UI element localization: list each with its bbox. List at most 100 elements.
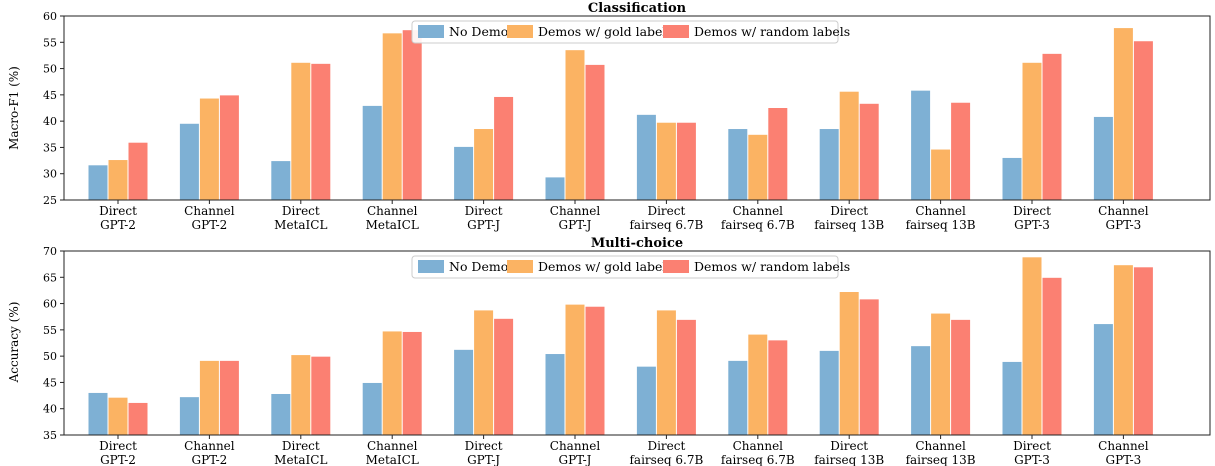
classification-x-tick-label: Direct MetaICL	[274, 204, 327, 232]
classification-bar-no-demos	[271, 161, 291, 200]
classification-bar-no-demos	[1093, 116, 1113, 200]
multichoice-bar-random-labels	[219, 360, 239, 435]
classification-bar-no-demos	[179, 123, 199, 200]
multichoice-x-tick-label: Channel GPT-3	[1098, 439, 1149, 466]
multichoice-plot-frame	[63, 250, 1211, 436]
classification-bar-gold-labels	[931, 149, 951, 200]
multichoice-bar-random-labels	[676, 319, 696, 435]
multichoice-y-tick-label: 70	[43, 245, 57, 258]
classification-bar-no-demos	[636, 114, 656, 200]
multichoice-x-tick-label: Channel MetaICL	[366, 439, 419, 466]
multichoice-bar-random-labels	[585, 306, 605, 435]
classification-bar-gold-labels	[565, 50, 585, 200]
legend-swatch-gold-labels	[507, 25, 533, 38]
classification-bar-random-labels	[1133, 41, 1153, 201]
legend-label-gold-labels: Demos w/ gold labels	[538, 24, 673, 39]
classification-bar-random-labels	[585, 64, 605, 201]
classification-y-tick-label: 25	[43, 194, 57, 207]
classification-bar-random-labels	[494, 96, 514, 200]
multichoice-bar-no-demos	[179, 397, 199, 435]
legend-label-no-demos: No Demos	[449, 259, 515, 274]
classification-bar-random-labels	[676, 122, 696, 200]
multichoice-bar-gold-labels	[474, 310, 494, 435]
multichoice-bar-random-labels	[859, 299, 879, 435]
multichoice-bar-gold-labels	[291, 355, 311, 435]
multichoice-bar-no-demos	[88, 392, 108, 435]
multichoice-bars	[88, 257, 1153, 435]
classification-bar-random-labels	[128, 142, 148, 200]
legend-label-gold-labels: Demos w/ gold labels	[538, 259, 673, 274]
multichoice-bar-gold-labels	[199, 360, 219, 435]
classification-bar-no-demos	[88, 165, 108, 200]
classification-bar-gold-labels	[199, 98, 219, 200]
multichoice-bar-gold-labels	[108, 397, 128, 435]
multichoice-legend: No Demos Demos w/ gold labels Demos w/ r…	[411, 255, 850, 279]
classification-bar-random-labels	[1042, 53, 1062, 201]
multichoice-bar-no-demos	[911, 346, 931, 435]
classification-x-tick-label: Channel MetaICL	[366, 204, 419, 232]
classification-x-tick-label: Channel GPT-2	[184, 204, 235, 232]
multichoice-bar-gold-labels	[656, 310, 676, 435]
multichoice-x-tick-label: Channel fairseq 13B	[906, 439, 976, 466]
classification-x-tick-label: Channel GPT-J	[550, 204, 601, 232]
classification-bar-gold-labels	[839, 91, 859, 200]
classification-panel: Classification Macro-F1 (%) 25 30 35 40 45 50…	[7, 1, 1211, 232]
multichoice-panel: Multi-choice Accuracy (%) 35 40 45 50 55 60 65…	[7, 236, 1211, 466]
legend-label-no-demos: No Demos	[449, 24, 515, 39]
classification-bar-gold-labels	[108, 160, 128, 200]
multichoice-x-tick-label: Channel fairseq 6.7B	[721, 439, 795, 466]
multichoice-bar-random-labels	[1133, 267, 1153, 435]
classification-title: Classification	[588, 1, 687, 16]
multichoice-y-tick-label: 35	[43, 429, 57, 442]
multichoice-bar-no-demos	[728, 360, 748, 435]
classification-y-ticks: 25 30 35 40 45 50 55 60	[43, 10, 64, 207]
classification-x-tick-label: Direct GPT-2	[99, 204, 137, 232]
classification-x-tick-label: Direct fairseq 13B	[814, 204, 884, 232]
classification-y-axis-label: Macro-F1 (%)	[7, 66, 21, 150]
multichoice-y-tick-label: 50	[43, 350, 57, 363]
classification-bar-random-labels	[402, 30, 422, 200]
classification-x-tick-label: Channel fairseq 6.7B	[721, 204, 795, 232]
multichoice-bar-no-demos	[271, 393, 291, 435]
classification-legend: No Demos Demos w/ gold labels Demos w/ r…	[411, 20, 850, 44]
classification-y-tick-label: 55	[43, 36, 57, 49]
classification-y-tick-label: 50	[43, 63, 57, 76]
multichoice-bar-random-labels	[311, 356, 331, 435]
multichoice-bar-random-labels	[494, 318, 514, 435]
multichoice-bar-random-labels	[402, 331, 422, 435]
classification-y-tick-label: 45	[43, 89, 57, 102]
multichoice-bar-no-demos	[1002, 361, 1022, 435]
multichoice-x-ticks: Direct GPT-2 Channel GPT-2 Direct MetaICL Chan…	[99, 435, 1149, 466]
multichoice-bar-no-demos	[454, 349, 474, 435]
classification-y-tick-label: 35	[43, 141, 57, 154]
multichoice-title: Multi-choice	[591, 236, 683, 251]
classification-bar-gold-labels	[748, 134, 768, 200]
multichoice-y-tick-label: 60	[43, 298, 57, 311]
multichoice-bar-no-demos	[545, 354, 565, 435]
multichoice-bar-gold-labels	[839, 292, 859, 435]
multichoice-bar-gold-labels	[1022, 257, 1042, 435]
classification-plot-frame	[63, 15, 1211, 201]
multichoice-x-tick-label: Channel GPT-J	[550, 439, 601, 466]
classification-bar-gold-labels	[1022, 62, 1042, 200]
classification-x-tick-label: Direct GPT-3	[1013, 204, 1051, 232]
classification-bar-gold-labels	[474, 129, 494, 200]
classification-bar-no-demos	[911, 90, 931, 200]
classification-bar-no-demos	[362, 105, 382, 200]
classification-bar-gold-labels	[382, 33, 402, 200]
multichoice-x-tick-label: Direct GPT-J	[465, 439, 503, 466]
classification-x-tick-label: Direct fairseq 6.7B	[629, 204, 703, 232]
multichoice-x-tick-label: Direct GPT-2	[99, 439, 137, 466]
legend-swatch-no-demos	[418, 25, 444, 38]
classification-x-ticks: Direct GPT-2 Channel GPT-2 Direct MetaICL Chan…	[99, 200, 1149, 232]
multichoice-bar-no-demos	[362, 382, 382, 435]
classification-bar-random-labels	[768, 108, 788, 200]
multichoice-bar-random-labels	[1042, 277, 1062, 435]
classification-x-tick-label: Channel GPT-3	[1098, 204, 1149, 232]
multichoice-bar-no-demos	[819, 350, 839, 435]
classification-bar-gold-labels	[1113, 28, 1133, 200]
classification-y-tick-label: 40	[43, 115, 57, 128]
legend-label-random-labels: Demos w/ random labels	[694, 24, 850, 39]
multichoice-bar-no-demos	[1093, 324, 1113, 435]
legend-label-random-labels: Demos w/ random labels	[694, 259, 850, 274]
